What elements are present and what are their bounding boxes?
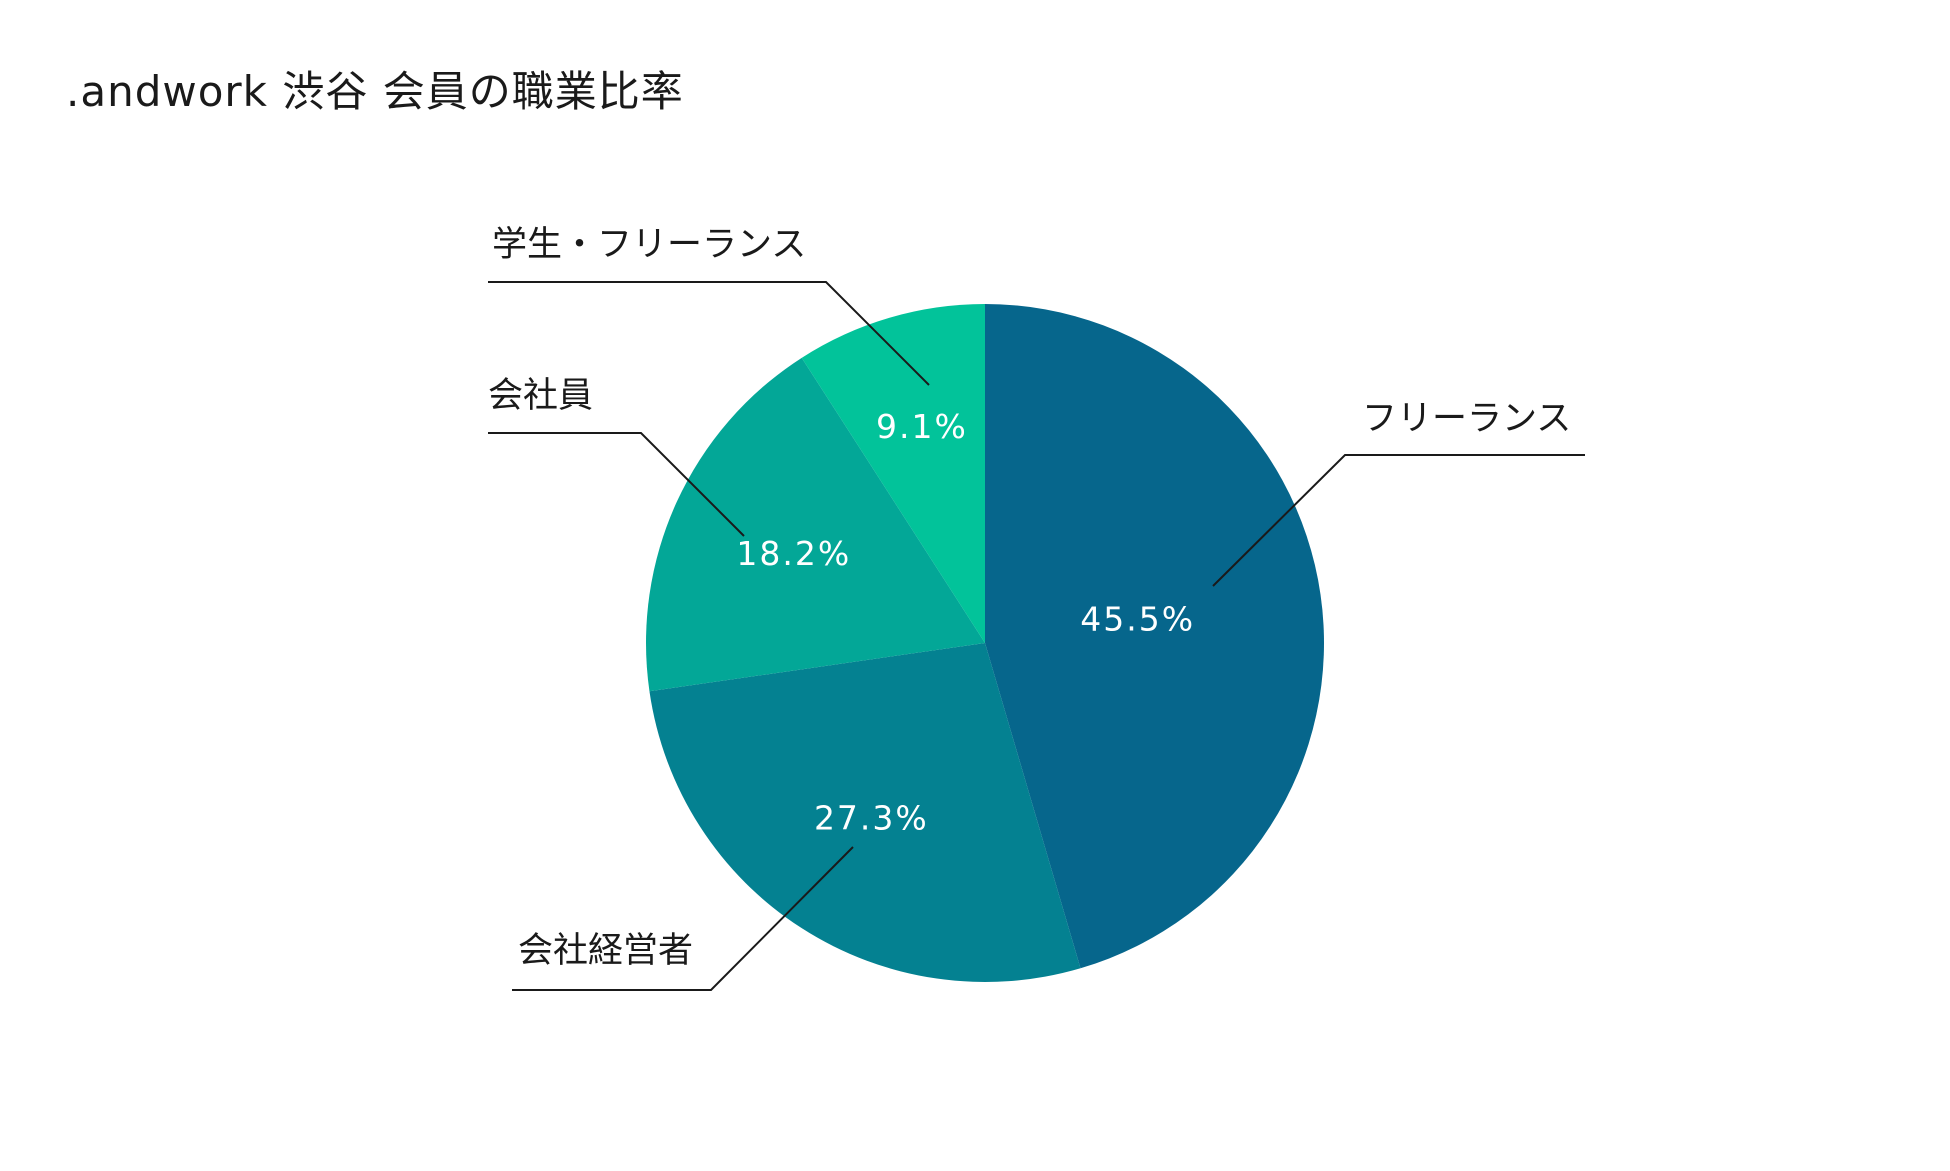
chart-title: .andwork 渋谷 会員の職業比率 [66, 67, 684, 116]
percentage-labels: 45.5% 27.3% 18.2% 9.1% [736, 407, 1195, 837]
percentage-label-1: 45.5% [1080, 600, 1195, 639]
category-label-2: 会社経営者 [518, 931, 693, 971]
category-label-3: 会社員 [488, 376, 593, 416]
percentage-label-2: 27.3% [814, 798, 929, 837]
pie-slices [646, 304, 1324, 982]
leader-lines [488, 281, 1585, 991]
pie-slice-3 [646, 357, 985, 692]
leader-line-1 [1212, 454, 1585, 587]
percentage-label-4: 9.1% [876, 407, 968, 446]
pie-slice-1 [985, 304, 1324, 969]
percentage-label-3: 18.2% [736, 534, 851, 573]
pie-slice-2 [649, 643, 1081, 982]
category-label-4: 学生・フリーランス [492, 225, 806, 265]
leader-line-3 [488, 432, 745, 537]
pie-slice-4 [801, 304, 985, 643]
category-label-1: フリーランス [1362, 399, 1571, 439]
leader-line-4 [488, 281, 930, 386]
leader-line-2 [512, 846, 854, 991]
